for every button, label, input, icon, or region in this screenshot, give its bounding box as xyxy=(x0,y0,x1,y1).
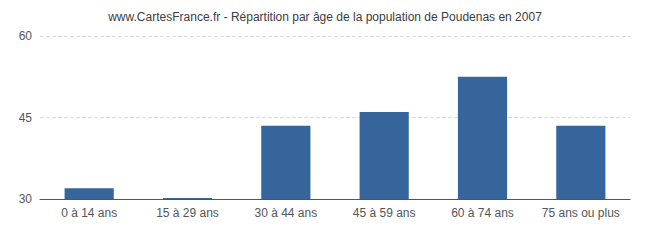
svg-text:0 à 14 ans: 0 à 14 ans xyxy=(61,206,117,220)
svg-text:www.CartesFrance.fr - Répartit: www.CartesFrance.fr - Répartition par âg… xyxy=(107,10,542,24)
svg-text:75 ans ou plus: 75 ans ou plus xyxy=(542,206,620,220)
svg-text:45 à 59 ans: 45 à 59 ans xyxy=(353,206,416,220)
svg-text:15 à 29 ans: 15 à 29 ans xyxy=(156,206,219,220)
svg-text:60 à 74 ans: 60 à 74 ans xyxy=(451,206,514,220)
svg-text:30: 30 xyxy=(19,192,33,206)
svg-text:45: 45 xyxy=(19,111,33,125)
svg-text:30 à 44 ans: 30 à 44 ans xyxy=(254,206,317,220)
svg-text:60: 60 xyxy=(19,29,33,43)
